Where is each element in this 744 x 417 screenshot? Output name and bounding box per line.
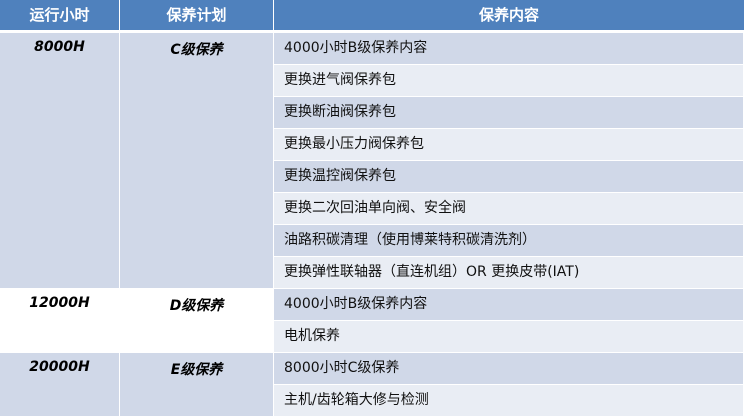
table-header: 运行小时 保养计划 保养内容 — [0, 0, 744, 30]
table-row: 4000小时B级保养内容 — [274, 289, 744, 321]
group-plan: D级保养 — [120, 289, 274, 353]
header-plan: 保养计划 — [120, 0, 274, 30]
table-row: 更换二次回油单向阀、安全阀 — [274, 193, 744, 225]
table-row: 4000小时B级保养内容 — [274, 33, 744, 65]
header-content: 保养内容 — [478, 6, 539, 24]
group-plan: E级保养 — [120, 353, 274, 417]
table-row: 更换弹性联轴器（直连机组）OR 更换皮带(IAT) — [274, 257, 744, 289]
group-hours: 8000H — [0, 33, 120, 289]
table-row: 油路积碳清理（使用博莱特积碳清洗剂） — [274, 225, 744, 257]
header-hours: 运行小时 — [0, 0, 120, 30]
group-plan: C级保养 — [120, 33, 274, 289]
group-hours: 20000H — [0, 353, 120, 417]
table-row: 更换最小压力阀保养包 — [274, 129, 744, 161]
table-row: 8000小时C级保养 — [274, 353, 744, 385]
table-row: 主机/齿轮箱大修与检测 — [274, 385, 744, 417]
table-row: 更换断油阀保养包 — [274, 97, 744, 129]
group-hours: 12000H — [0, 289, 120, 353]
table-row: 更换进气阀保养包 — [274, 65, 744, 97]
table-row: 电机保养 — [274, 321, 744, 353]
table-row: 更换温控阀保养包 — [274, 161, 744, 193]
